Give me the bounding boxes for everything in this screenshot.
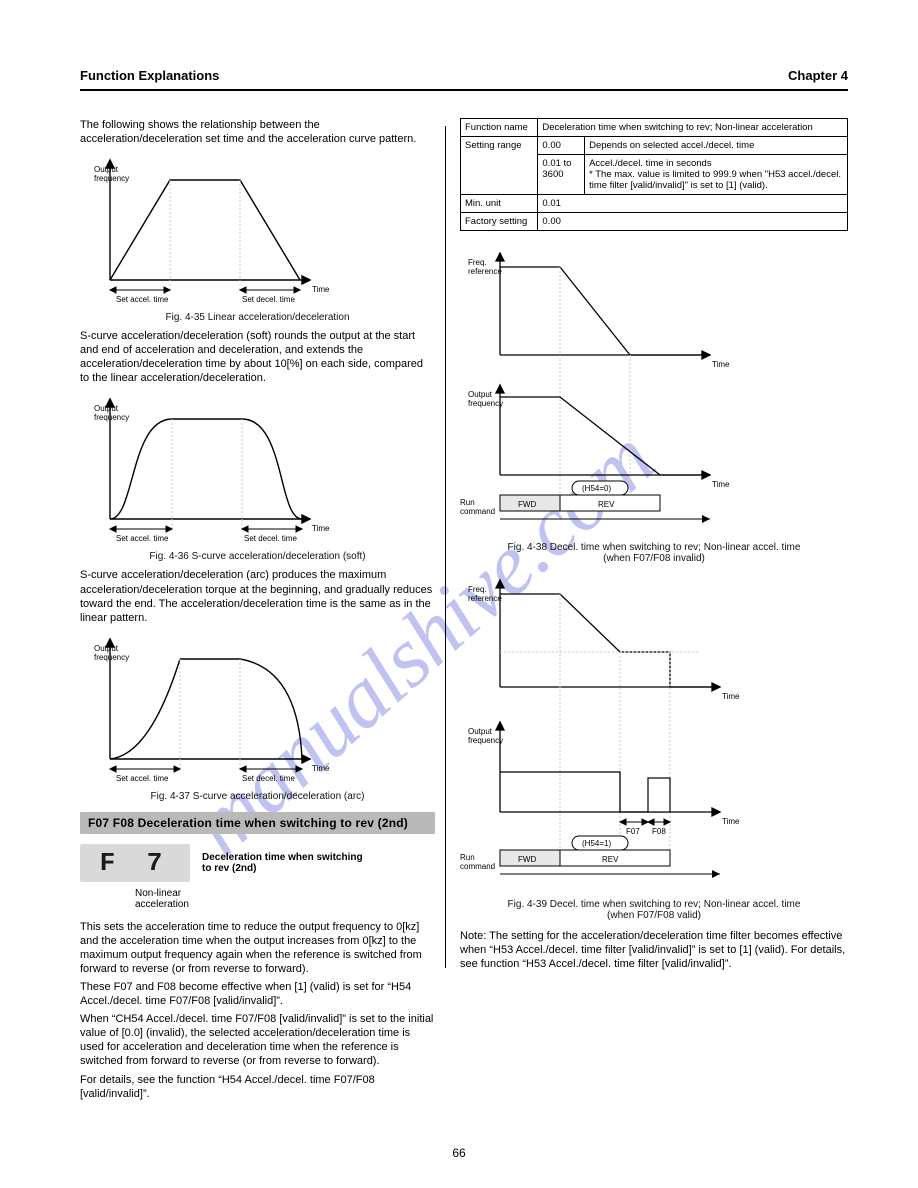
page: { "colors": { "black": "#000000", "gray_… [0, 0, 918, 1188]
svg-text:(H54=0): (H54=0) [582, 484, 611, 493]
page-header: Function Explanations Chapter 4 [80, 68, 848, 91]
f07-row: F 7 Deceleration time when switching to … [80, 844, 435, 882]
svg-text:Set decel. time: Set decel. time [242, 774, 295, 783]
tbl-r0c1: Deceleration time when switching to rev;… [538, 119, 848, 137]
svg-text:FWD: FWD [518, 855, 536, 864]
fig-38-caption: Fig. 4-38 Decel. time when switching to … [460, 542, 848, 564]
svg-text:reference: reference [468, 267, 502, 276]
svg-text:Run: Run [460, 498, 475, 507]
svg-text:Time: Time [722, 817, 740, 826]
svg-text:Freq.: Freq. [468, 585, 487, 594]
fig-38: Freq. reference Time Output frequency Ti… [460, 245, 848, 564]
spec-table: Function name Deceleration time when swi… [460, 118, 848, 231]
lcd-text: F 7 [100, 848, 171, 878]
fig-39: Freq. reference Time F07 F08 Out [460, 572, 848, 921]
svg-text:Time: Time [312, 764, 330, 773]
left-column: The following shows the relationship bet… [80, 118, 445, 1128]
fig-35-caption: Fig. 4-35 Linear acceleration/decelerati… [80, 312, 435, 323]
svg-text:Time: Time [312, 524, 330, 533]
right-note: Note: The setting for the acceleration/d… [460, 929, 848, 971]
svg-text:Set accel. time: Set accel. time [116, 534, 169, 543]
svg-text:Time: Time [712, 360, 730, 369]
tbl-r4c0: Factory setting [461, 213, 538, 231]
tbl-r0c0: Function name [461, 119, 538, 137]
svg-text:Output: Output [468, 390, 493, 399]
fig-36: Output frequency Time Set accel. time Se… [80, 389, 435, 562]
columns: The following shows the relationship bet… [80, 118, 848, 1128]
svg-text:Time: Time [312, 285, 330, 294]
header-left: Function Explanations [80, 68, 219, 83]
svg-text:reference: reference [468, 594, 502, 603]
svg-text:command: command [460, 507, 495, 516]
tbl-r2c2: Accel./decel. time in seconds * The max.… [585, 155, 848, 195]
tbl-r3c1: 0.01 [538, 195, 848, 213]
lcd-display: F 7 [80, 844, 190, 882]
svg-text:REV: REV [602, 855, 619, 864]
svg-text:frequency: frequency [94, 413, 129, 422]
f07-sub: Non-linear acceleration [135, 888, 435, 910]
svg-text:frequency: frequency [94, 653, 129, 662]
tbl-r1c0: Setting range [461, 137, 538, 195]
f07-band-label: F07 F08 Deceleration time when switching… [88, 816, 408, 830]
svg-text:Set accel. time: Set accel. time [116, 774, 169, 783]
svg-text:Output: Output [468, 727, 493, 736]
tbl-r3c0: Min. unit [461, 195, 538, 213]
tbl-r4c1: 0.00 [538, 213, 848, 231]
page-number: 66 [452, 1146, 465, 1160]
svg-text:(H54=1): (H54=1) [582, 839, 611, 848]
svg-text:Time: Time [722, 692, 740, 701]
fig-36-caption: Fig. 4-36 S-curve acceleration/decelerat… [80, 551, 435, 562]
svg-text:Freq.: Freq. [468, 258, 487, 267]
svg-text:Output: Output [94, 404, 119, 413]
fig36-lead: S-curve acceleration/deceleration (soft)… [80, 329, 435, 385]
svg-text:command: command [460, 862, 495, 871]
header-rule [80, 89, 848, 91]
f07-body4: For details, see the function “H54 Accel… [80, 1073, 435, 1101]
f07-band: F07 F08 Deceleration time when switching… [80, 812, 435, 834]
f07-body3: When “CH54 Accel./decel. time F07/F08 [v… [80, 1012, 435, 1068]
fig-39-caption: Fig. 4-39 Decel. time when switching to … [460, 899, 848, 921]
svg-text:Run: Run [460, 853, 475, 862]
svg-text:Set decel. time: Set decel. time [244, 534, 297, 543]
tbl-r1c1: 0.00 [538, 137, 585, 155]
svg-text:frequency: frequency [468, 736, 503, 745]
svg-text:FWD: FWD [518, 500, 536, 509]
svg-text:F07: F07 [626, 827, 640, 836]
svg-text:frequency: frequency [468, 399, 503, 408]
f07-body2: These F07 and F08 become effective when … [80, 980, 435, 1008]
fig-37-caption: Fig. 4-37 S-curve acceleration/decelerat… [80, 791, 435, 802]
tbl-r1c2: Depends on selected accel./decel. time [585, 137, 848, 155]
svg-text:F08: F08 [652, 827, 666, 836]
f07-body1: This sets the acceleration time to reduc… [80, 920, 435, 976]
ramp-intro: The following shows the relationship bet… [80, 118, 435, 146]
svg-text:Set accel. time: Set accel. time [116, 295, 169, 304]
fig-35: Output frequency Time Set accel. time Se… [80, 150, 435, 323]
svg-text:Set decel. time: Set decel. time [242, 295, 295, 304]
svg-text:Output: Output [94, 644, 119, 653]
svg-text:Output: Output [94, 165, 119, 174]
svg-text:Time: Time [712, 480, 730, 489]
right-column: Function name Deceleration time when swi… [446, 118, 848, 1128]
page-footer: 66 [0, 1146, 918, 1160]
svg-text:REV: REV [598, 500, 615, 509]
fig37-lead: S-curve acceleration/deceleration (arc) … [80, 568, 435, 624]
svg-text:frequency: frequency [94, 174, 129, 183]
header-right: Chapter 4 [788, 68, 848, 83]
tbl-r2c1: 0.01 to 3600 [538, 155, 585, 195]
f07-title: Deceleration time when switching to rev … [202, 852, 363, 874]
fig-37: Output frequency Time Set accel. time Se… [80, 629, 435, 802]
